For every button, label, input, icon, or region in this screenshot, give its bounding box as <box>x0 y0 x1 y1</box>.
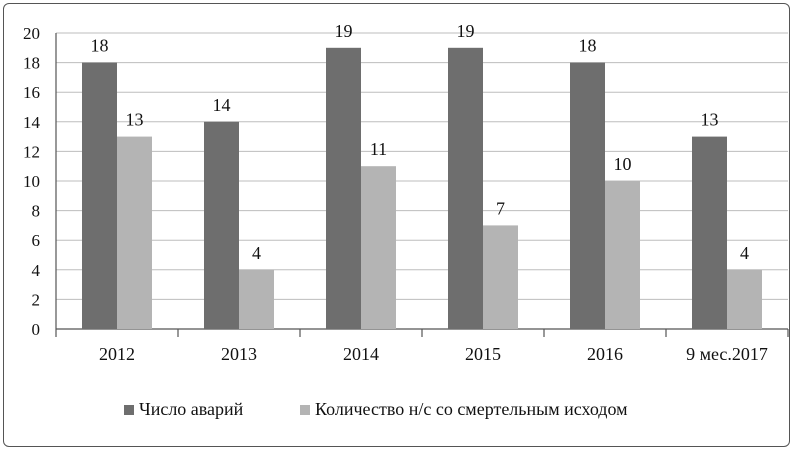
x-category-label: 2015 <box>465 344 501 364</box>
y-tick-label: 10 <box>23 172 40 191</box>
y-tick-label: 0 <box>32 320 41 339</box>
bar-series-1 <box>82 62 117 329</box>
data-label: 14 <box>213 95 231 115</box>
y-tick-label: 12 <box>23 142 40 161</box>
bar-series-1 <box>326 47 361 330</box>
bar-series-1 <box>692 136 727 329</box>
data-label: 7 <box>496 198 505 218</box>
bar-series-1 <box>448 47 483 330</box>
y-tick-label: 20 <box>23 24 40 43</box>
data-label: 19 <box>457 21 475 41</box>
data-label: 10 <box>614 154 632 174</box>
data-label: 11 <box>370 139 387 159</box>
y-tick-label: 8 <box>32 202 41 221</box>
y-tick-label: 6 <box>32 231 41 250</box>
bar-series-2 <box>117 136 152 329</box>
x-category-label: 2012 <box>99 344 135 364</box>
data-label: 4 <box>252 243 261 263</box>
y-tick-label: 14 <box>23 113 41 132</box>
bar-series-2 <box>483 225 518 329</box>
data-label: 13 <box>126 110 144 130</box>
x-category-label: 2014 <box>343 344 379 364</box>
bar-series-2 <box>239 269 274 329</box>
y-tick-label: 2 <box>32 290 41 309</box>
data-label: 19 <box>335 21 353 41</box>
bar-series-1 <box>204 121 239 329</box>
data-label: 18 <box>579 36 597 56</box>
y-tick-label: 16 <box>23 83 40 102</box>
x-category-label: 2013 <box>221 344 257 364</box>
legend-label-1: Число аварий <box>139 399 244 419</box>
data-label: 4 <box>740 243 749 263</box>
legend-swatch-2 <box>300 405 310 415</box>
bar-series-1 <box>570 62 605 329</box>
bar-series-2 <box>605 181 640 329</box>
x-category-label: 2016 <box>587 344 623 364</box>
data-label: 13 <box>701 110 719 130</box>
bar-series-2 <box>727 269 762 329</box>
bar-series-2 <box>361 166 396 329</box>
x-category-label: 9 мес.2017 <box>686 344 768 364</box>
legend-swatch-1 <box>124 405 134 415</box>
legend-label-2: Количество н/с со смертельным исходом <box>315 399 628 419</box>
y-tick-label: 18 <box>23 54 40 73</box>
y-tick-label: 4 <box>32 261 41 280</box>
data-label: 18 <box>91 36 109 56</box>
